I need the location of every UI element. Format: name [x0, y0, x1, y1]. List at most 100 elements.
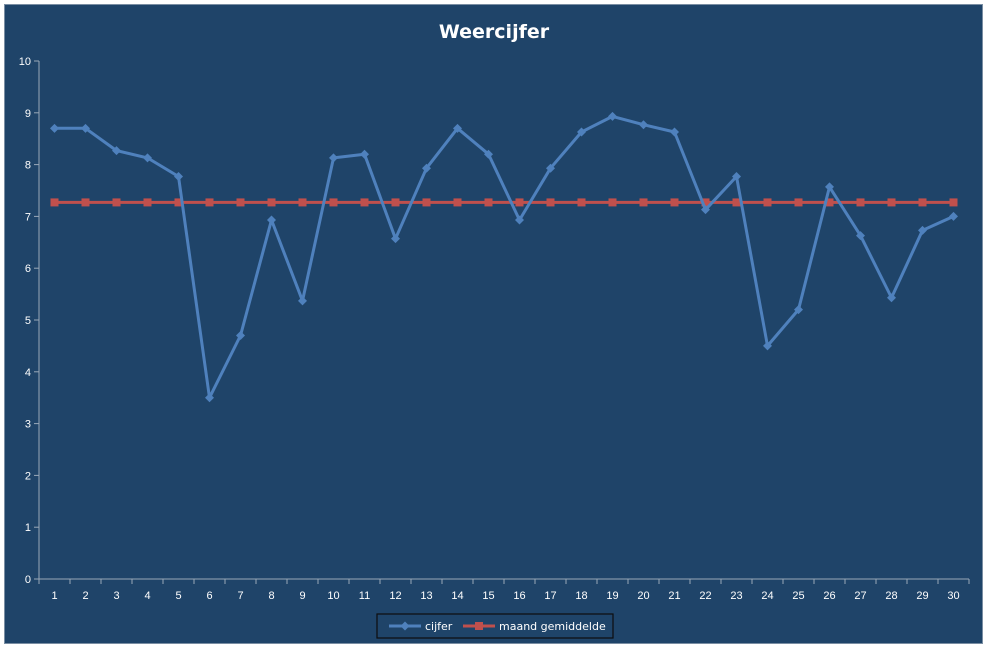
y-tick-label: 5: [25, 315, 31, 327]
legend-label-maand-gemiddelde: maand gemiddelde: [499, 620, 606, 633]
legend-marker-cijfer: [400, 621, 410, 631]
y-tick-label: 1: [25, 522, 31, 534]
x-tick-label: 23: [730, 590, 742, 602]
data-point-maand-gemiddelde: [236, 198, 245, 207]
x-tick-label: 20: [637, 590, 649, 602]
x-tick-label: 16: [513, 590, 525, 602]
data-point-maand-gemiddelde: [267, 198, 276, 207]
x-tick-label: 25: [792, 590, 804, 602]
data-point-cijfer: [763, 341, 772, 351]
data-point-maand-gemiddelde: [763, 198, 772, 207]
chart-area: Weercijfer 0 1 2 3 4 5 6 7 8 9 10 1 2 3 4 5 6 7 8 9 10 11 12 13…: [4, 4, 983, 644]
data-point-maand-gemiddelde: [81, 198, 90, 207]
x-tick-label: 6: [206, 590, 212, 602]
data-point-maand-gemiddelde: [856, 198, 865, 207]
x-tick-label: 8: [268, 590, 274, 602]
data-point-cijfer: [298, 296, 307, 306]
data-point-cijfer: [670, 127, 679, 137]
data-point-cijfer: [639, 120, 648, 130]
x-tick-label: 19: [606, 590, 618, 602]
legend-box: [376, 613, 614, 639]
data-point-cijfer: [515, 215, 524, 225]
data-point-cijfer: [422, 163, 431, 173]
data-point-cijfer: [267, 215, 276, 225]
data-point-cijfer: [360, 149, 369, 159]
x-tick-label: 10: [327, 590, 339, 602]
legend-marker-maand-gemiddelde: [475, 622, 483, 630]
x-tick-label: 29: [916, 590, 928, 602]
data-point-cijfer: [205, 393, 214, 403]
x-tick-label: 13: [420, 590, 432, 602]
y-tick-label: 8: [25, 160, 31, 172]
data-point-maand-gemiddelde: [143, 198, 152, 207]
data-point-maand-gemiddelde: [949, 198, 958, 207]
data-point-cijfer: [391, 234, 400, 244]
y-tick-label: 9: [25, 108, 31, 120]
data-point-maand-gemiddelde: [825, 198, 834, 207]
x-tick-label: 15: [482, 590, 494, 602]
data-point-maand-gemiddelde: [422, 198, 431, 207]
data-point-cijfer: [825, 182, 834, 192]
data-point-maand-gemiddelde: [639, 198, 648, 207]
y-tick-label: 3: [25, 419, 31, 431]
legend: cijfer maand gemiddelde: [376, 613, 614, 639]
data-point-maand-gemiddelde: [577, 198, 586, 207]
data-point-maand-gemiddelde: [174, 198, 183, 207]
data-point-maand-gemiddelde: [453, 198, 462, 207]
x-tick-label: 3: [113, 590, 119, 602]
data-point-cijfer: [50, 123, 59, 133]
y-tick-label: 10: [19, 56, 31, 68]
x-tick-label: 5: [175, 590, 181, 602]
data-point-cijfer: [732, 172, 741, 182]
y-tick-label: 0: [25, 574, 31, 586]
data-point-maand-gemiddelde: [50, 198, 59, 207]
x-tick-label: 1: [51, 590, 57, 602]
x-tick-label: 26: [823, 590, 835, 602]
data-point-maand-gemiddelde: [732, 198, 741, 207]
data-point-cijfer: [949, 211, 958, 221]
data-point-cijfer: [701, 205, 710, 215]
data-point-maand-gemiddelde: [360, 198, 369, 207]
data-point-maand-gemiddelde: [298, 198, 307, 207]
data-point-cijfer: [794, 305, 803, 315]
data-point-cijfer: [856, 231, 865, 241]
data-point-maand-gemiddelde: [701, 198, 710, 207]
data-point-cijfer: [918, 225, 927, 235]
data-point-maand-gemiddelde: [329, 198, 338, 207]
data-point-cijfer: [174, 172, 183, 182]
data-point-cijfer: [329, 153, 338, 163]
data-point-cijfer: [608, 111, 617, 121]
data-point-maand-gemiddelde: [112, 198, 121, 207]
data-point-cijfer: [81, 123, 90, 133]
data-point-maand-gemiddelde: [887, 198, 896, 207]
data-point-cijfer: [577, 127, 586, 137]
series-line-cijfer: [54, 114, 955, 400]
data-point-cijfer: [453, 123, 462, 133]
y-tick-label: 7: [25, 211, 31, 223]
data-point-maand-gemiddelde: [546, 198, 555, 207]
chart-title: Weercijfer: [439, 21, 550, 43]
data-point-maand-gemiddelde: [794, 198, 803, 207]
data-point-cijfer: [236, 331, 245, 341]
x-tick-label: 17: [544, 590, 556, 602]
x-tick-label: 22: [699, 590, 711, 602]
y-tick-label: 4: [25, 367, 31, 379]
x-tick-label: 28: [885, 590, 897, 602]
data-point-maand-gemiddelde: [670, 198, 679, 207]
x-tick-label: 21: [668, 590, 680, 602]
y-tick-label: 2: [25, 470, 31, 482]
data-point-cijfer: [143, 153, 152, 163]
x-tick-label: 2: [82, 590, 88, 602]
data-point-maand-gemiddelde: [391, 198, 400, 207]
data-point-maand-gemiddelde: [918, 198, 927, 207]
data-point-maand-gemiddelde: [515, 198, 524, 207]
x-tick-label: 7: [237, 590, 243, 602]
data-point-cijfer: [546, 163, 555, 173]
legend-label-cijfer: cijfer: [425, 620, 453, 633]
x-tick-label: 14: [451, 590, 463, 602]
data-point-maand-gemiddelde: [484, 198, 493, 207]
x-tick-label: 30: [947, 590, 959, 602]
x-tick-label: 11: [359, 590, 370, 602]
